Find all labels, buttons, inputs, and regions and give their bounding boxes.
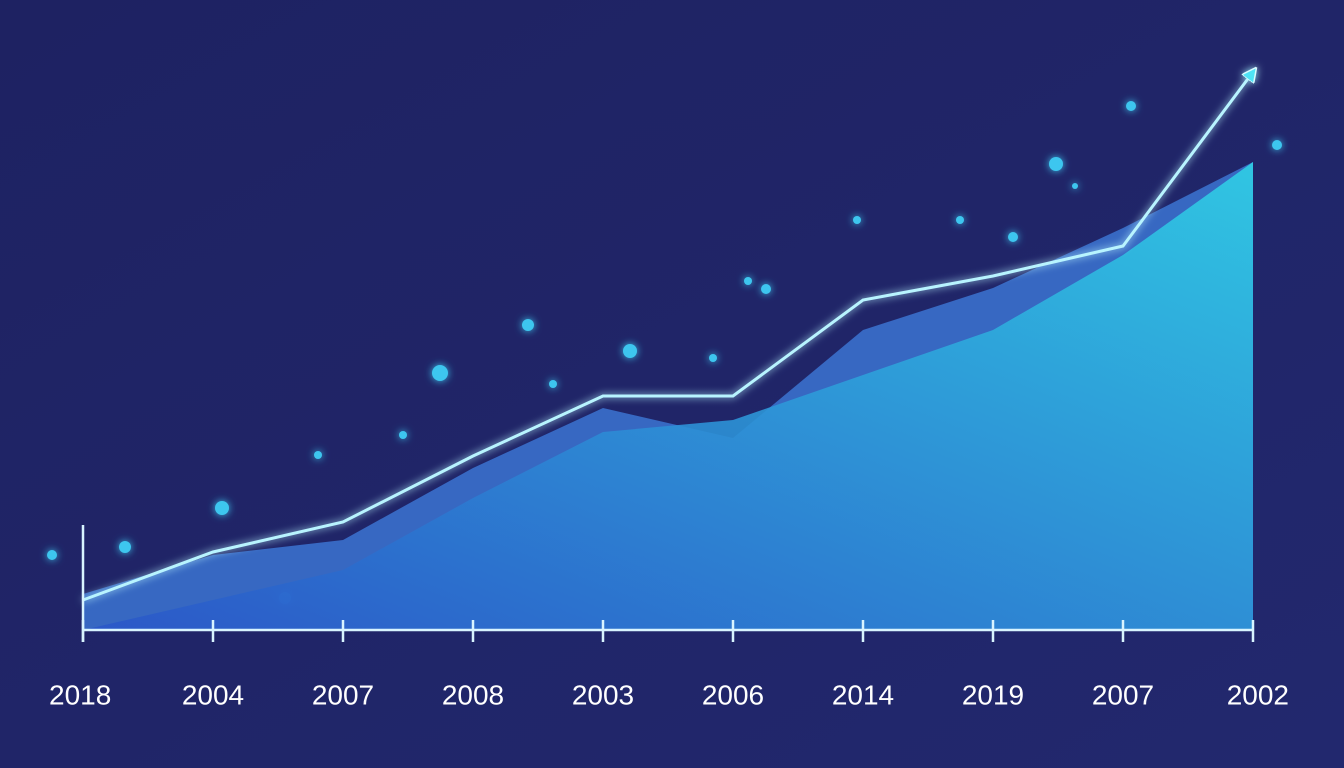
line xyxy=(82,72,1253,602)
decor-dots xyxy=(47,101,1282,604)
x-tick-label: 2008 xyxy=(442,679,504,710)
x-tick-label: 2006 xyxy=(702,679,764,710)
x-tick-label: 2003 xyxy=(572,679,634,710)
x-tick-label: 2014 xyxy=(832,679,894,710)
x-tick-label: 2002 xyxy=(1227,679,1289,710)
x-tick-label: 2019 xyxy=(962,679,1024,710)
plot: 2018 2004 2007 2008 2003 2006 2014 2019 2007 2002 xyxy=(49,72,1289,710)
x-tick-label: 2007 xyxy=(1092,679,1154,710)
x-tick-label: 2018 xyxy=(49,679,111,710)
area xyxy=(83,162,1253,630)
x-tick-label: 2007 xyxy=(312,679,374,710)
x-tick-label: 2004 xyxy=(182,679,244,710)
